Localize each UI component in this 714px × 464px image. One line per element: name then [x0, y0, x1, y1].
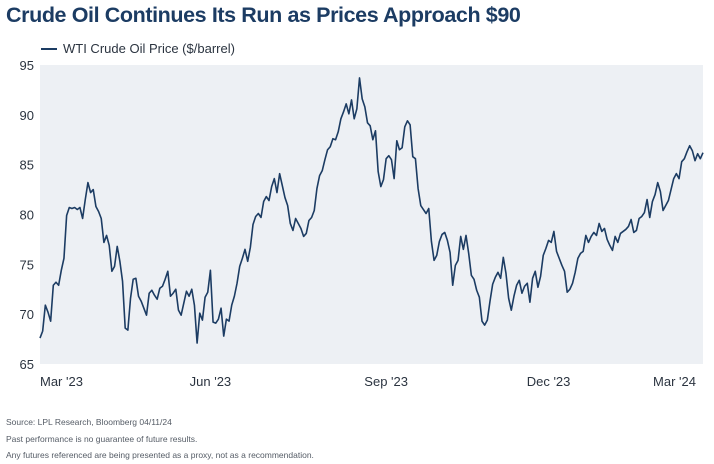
y-tick-label: 65	[20, 357, 34, 372]
chart-title: Crude Oil Continues Its Run as Prices Ap…	[6, 3, 521, 27]
x-tick-label: Mar '23	[40, 374, 83, 389]
y-tick-label: 75	[20, 257, 34, 272]
x-tick-label: Dec '23	[527, 374, 571, 389]
x-axis: Mar '23 Jun '23 Sep '23 Dec '23 Mar '24	[40, 374, 696, 389]
x-tick-label: Jun '23	[190, 374, 232, 389]
y-tick-label: 90	[20, 108, 34, 123]
y-axis: 65 70 75 80 85 90 95	[20, 58, 34, 372]
legend-label: WTI Crude Oil Price ($/barrel)	[63, 41, 235, 56]
x-tick-label: Mar '24	[653, 374, 696, 389]
source-note: Source: LPL Research, Bloomberg 04/11/24	[6, 417, 172, 427]
disclaimer-futures: Any futures referenced are being present…	[6, 450, 314, 460]
y-tick-label: 95	[20, 58, 34, 73]
y-tick-label: 80	[20, 208, 34, 223]
x-tick-label: Sep '23	[364, 374, 408, 389]
y-tick-label: 70	[20, 307, 34, 322]
y-tick-label: 85	[20, 158, 34, 173]
series-line-wti	[39, 77, 704, 344]
legend: WTI Crude Oil Price ($/barrel)	[41, 41, 235, 56]
plot-area	[40, 65, 703, 364]
disclaimer-performance: Past performance is no guarantee of futu…	[6, 433, 198, 444]
legend-line-swatch	[41, 47, 57, 50]
footnotes: Source: LPL Research, Bloomberg 04/11/24…	[6, 414, 314, 464]
